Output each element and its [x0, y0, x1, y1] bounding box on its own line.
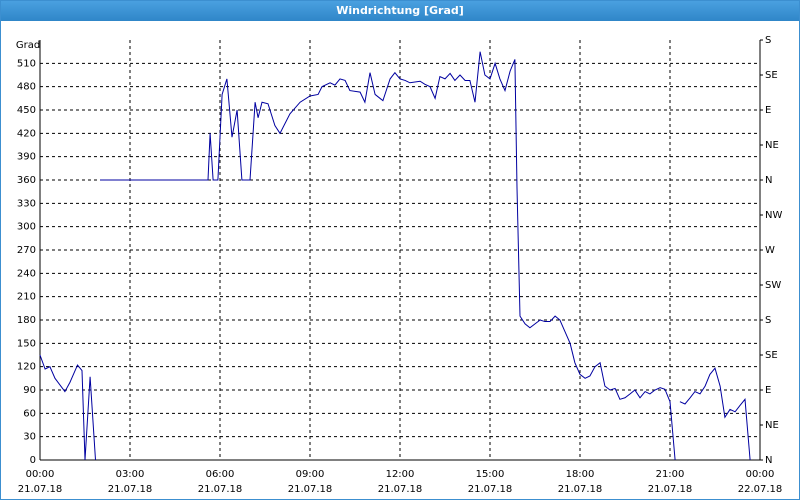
- y-tick-label: 450: [17, 105, 36, 116]
- y2-tick-label: W: [765, 245, 775, 256]
- y2-tick-label: NW: [765, 210, 782, 221]
- y2-tick-label: SE: [765, 350, 778, 361]
- y-tick-label: 0: [30, 455, 36, 466]
- x-tick-label: 03:00: [116, 469, 145, 480]
- x-tick-date: 21.07.18: [378, 484, 423, 495]
- y-tick-label: 270: [17, 245, 36, 256]
- y2-tick-label: E: [765, 385, 771, 396]
- title-bar: Windrichtung [Grad]: [1, 1, 799, 21]
- y-tick-label: 30: [23, 432, 36, 443]
- x-tick-date: 21.07.18: [288, 484, 333, 495]
- x-tick-date: 21.07.18: [558, 484, 603, 495]
- y2-tick-label: NE: [765, 420, 779, 431]
- chart-title: Windrichtung [Grad]: [336, 4, 464, 17]
- y-tick-label: 120: [17, 362, 36, 373]
- x-tick-date: 21.07.18: [468, 484, 513, 495]
- y-tick-label: 240: [17, 268, 36, 279]
- x-tick-date: 21.07.18: [18, 484, 63, 495]
- y2-tick-label: S: [765, 315, 771, 326]
- y-tick-label: 150: [17, 338, 36, 349]
- x-tick-date: 21.07.18: [198, 484, 243, 495]
- x-tick-label: 00:00: [746, 469, 775, 480]
- y-tick-label: 360: [17, 175, 36, 186]
- y-tick-label: 390: [17, 152, 36, 163]
- x-tick-label: 00:00: [26, 469, 55, 480]
- y2-tick-label: N: [765, 175, 772, 186]
- y-axis-label: Grad: [16, 40, 40, 51]
- x-tick-label: 21:00: [656, 469, 685, 480]
- y2-tick-label: S: [765, 35, 771, 46]
- y-tick-label: 210: [17, 292, 36, 303]
- y-tick-label: 330: [17, 198, 36, 209]
- y2-tick-label: SE: [765, 70, 778, 81]
- x-tick-label: 12:00: [386, 469, 415, 480]
- x-tick-label: 06:00: [206, 469, 235, 480]
- data-line: [39, 51, 751, 461]
- x-tick-label: 18:00: [566, 469, 595, 480]
- y-tick-label: 90: [23, 385, 36, 396]
- y2-tick-label: SW: [765, 280, 781, 291]
- y-tick-label: 60: [23, 408, 36, 419]
- y-tick-label: 480: [17, 82, 36, 93]
- y2-tick-label: E: [765, 105, 771, 116]
- x-tick-date: 21.07.18: [648, 484, 693, 495]
- y-tick-label: 510: [17, 58, 36, 69]
- x-tick-date: 22.07.18: [738, 484, 783, 495]
- x-tick-label: 09:00: [296, 469, 325, 480]
- y2-tick-label: NE: [765, 140, 779, 151]
- y-tick-label: 300: [17, 222, 36, 233]
- x-tick-date: 21.07.18: [108, 484, 153, 495]
- x-tick-label: 15:00: [476, 469, 505, 480]
- y-tick-label: 420: [17, 128, 36, 139]
- y-tick-label: 180: [17, 315, 36, 326]
- y2-tick-label: N: [765, 455, 772, 466]
